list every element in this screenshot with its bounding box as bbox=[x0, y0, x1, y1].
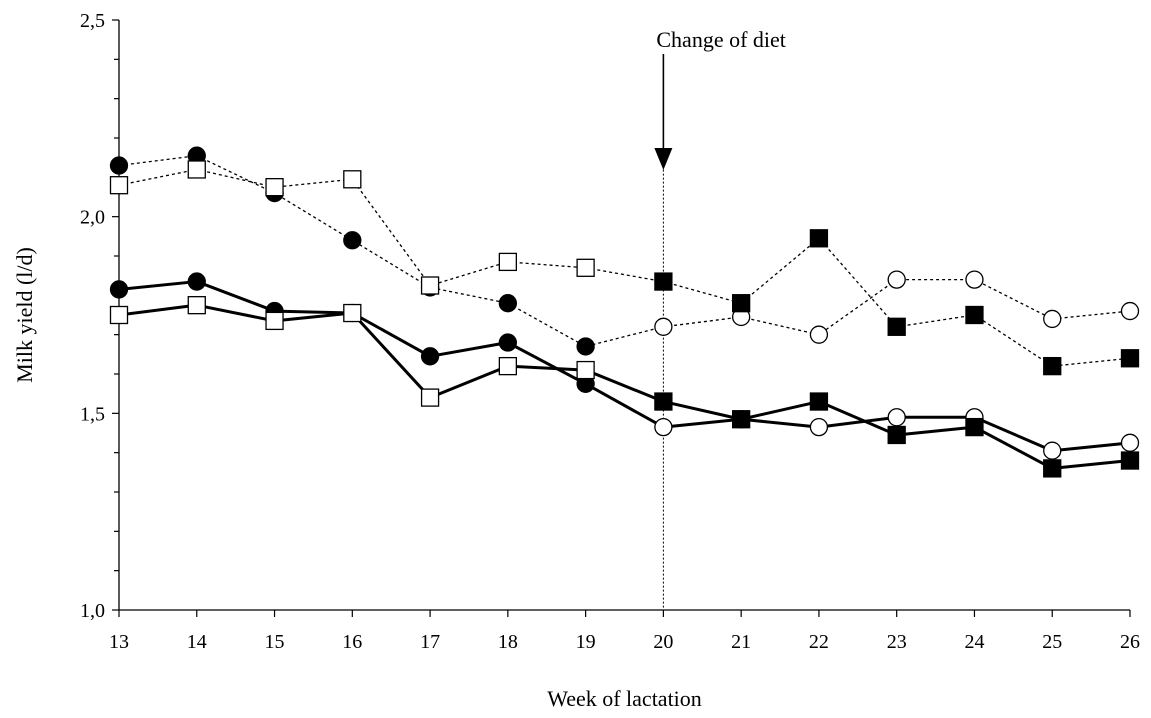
data-point bbox=[109, 305, 129, 325]
series-line bbox=[118, 303, 1131, 470]
series-group bbox=[109, 146, 1140, 478]
annotation-arrow-head bbox=[654, 148, 673, 170]
data-point bbox=[887, 317, 906, 336]
data-point bbox=[576, 360, 595, 380]
y-tick-label: 1,0 bbox=[80, 600, 105, 622]
series-3 bbox=[109, 272, 1140, 460]
x-tick-label: 22 bbox=[809, 631, 829, 653]
data-point bbox=[887, 408, 906, 427]
y-axis-title: Milk yield (l/d) bbox=[12, 247, 37, 383]
x-tick-label: 13 bbox=[109, 631, 129, 653]
data-point bbox=[1120, 451, 1140, 470]
data-point bbox=[343, 231, 362, 250]
data-point bbox=[654, 417, 673, 437]
x-axis-title: Week of lactation bbox=[547, 686, 702, 711]
x-tick-label: 16 bbox=[342, 631, 362, 653]
data-point bbox=[498, 294, 517, 313]
x-tick-label: 26 bbox=[1120, 631, 1140, 653]
x-tick-label: 23 bbox=[887, 631, 907, 653]
data-point bbox=[732, 294, 751, 313]
data-point bbox=[498, 252, 517, 272]
data-point bbox=[654, 317, 673, 336]
data-point bbox=[809, 325, 829, 344]
data-point bbox=[1043, 356, 1062, 376]
y-tick-label: 2,0 bbox=[80, 207, 105, 229]
data-point bbox=[1120, 433, 1140, 452]
data-point bbox=[809, 392, 829, 411]
data-point bbox=[654, 392, 673, 411]
x-tick-label: 20 bbox=[653, 631, 673, 653]
x-tick-label: 25 bbox=[1042, 631, 1062, 653]
series-4 bbox=[109, 296, 1140, 478]
data-point bbox=[732, 410, 751, 429]
x-tick-label: 24 bbox=[964, 631, 984, 653]
annotation-label: Change of diet bbox=[656, 27, 786, 52]
data-point bbox=[887, 270, 906, 289]
x-tick-label: 15 bbox=[265, 631, 285, 653]
data-point bbox=[1043, 441, 1062, 460]
data-point bbox=[654, 272, 673, 291]
data-point bbox=[187, 272, 206, 291]
data-point bbox=[109, 280, 129, 299]
series-2 bbox=[109, 160, 1140, 376]
data-point bbox=[576, 337, 595, 356]
data-point bbox=[1043, 459, 1062, 478]
data-point bbox=[965, 417, 984, 437]
x-tick-label: 14 bbox=[187, 631, 207, 653]
data-point bbox=[109, 176, 129, 195]
series-line bbox=[118, 155, 1131, 348]
change-of-diet-annotation: Change of diet bbox=[654, 27, 786, 610]
data-point bbox=[809, 417, 829, 437]
series-line bbox=[118, 168, 1131, 367]
data-point bbox=[498, 356, 517, 376]
y-tick-label: 1,5 bbox=[80, 403, 105, 425]
data-point bbox=[576, 258, 595, 277]
data-point bbox=[965, 270, 984, 289]
data-point bbox=[498, 333, 517, 352]
data-point bbox=[343, 170, 362, 189]
data-point bbox=[420, 388, 440, 407]
data-point bbox=[265, 178, 284, 197]
data-point bbox=[887, 425, 906, 445]
x-tick-label: 19 bbox=[576, 631, 596, 653]
series-1 bbox=[109, 146, 1140, 356]
data-point bbox=[187, 296, 206, 315]
axes: 1,0 1,5 2,0 2,5 13 14 15 16 17 18 19 20 21 22 23 24 25 26 bbox=[80, 10, 1140, 653]
data-point bbox=[965, 305, 984, 325]
data-point bbox=[1120, 301, 1140, 321]
x-tick-label: 21 bbox=[731, 631, 751, 653]
y-tick-label: 2,5 bbox=[80, 10, 105, 32]
data-point bbox=[809, 229, 829, 248]
data-point bbox=[1120, 349, 1140, 368]
data-point bbox=[265, 311, 284, 331]
data-point bbox=[420, 276, 440, 295]
data-point bbox=[187, 160, 206, 179]
x-tick-label: 17 bbox=[420, 631, 440, 653]
series-line bbox=[118, 280, 1131, 453]
x-tick-label: 18 bbox=[498, 631, 518, 653]
data-point bbox=[1043, 309, 1062, 329]
data-point bbox=[109, 156, 129, 175]
data-point bbox=[420, 347, 440, 366]
data-point bbox=[343, 303, 362, 323]
